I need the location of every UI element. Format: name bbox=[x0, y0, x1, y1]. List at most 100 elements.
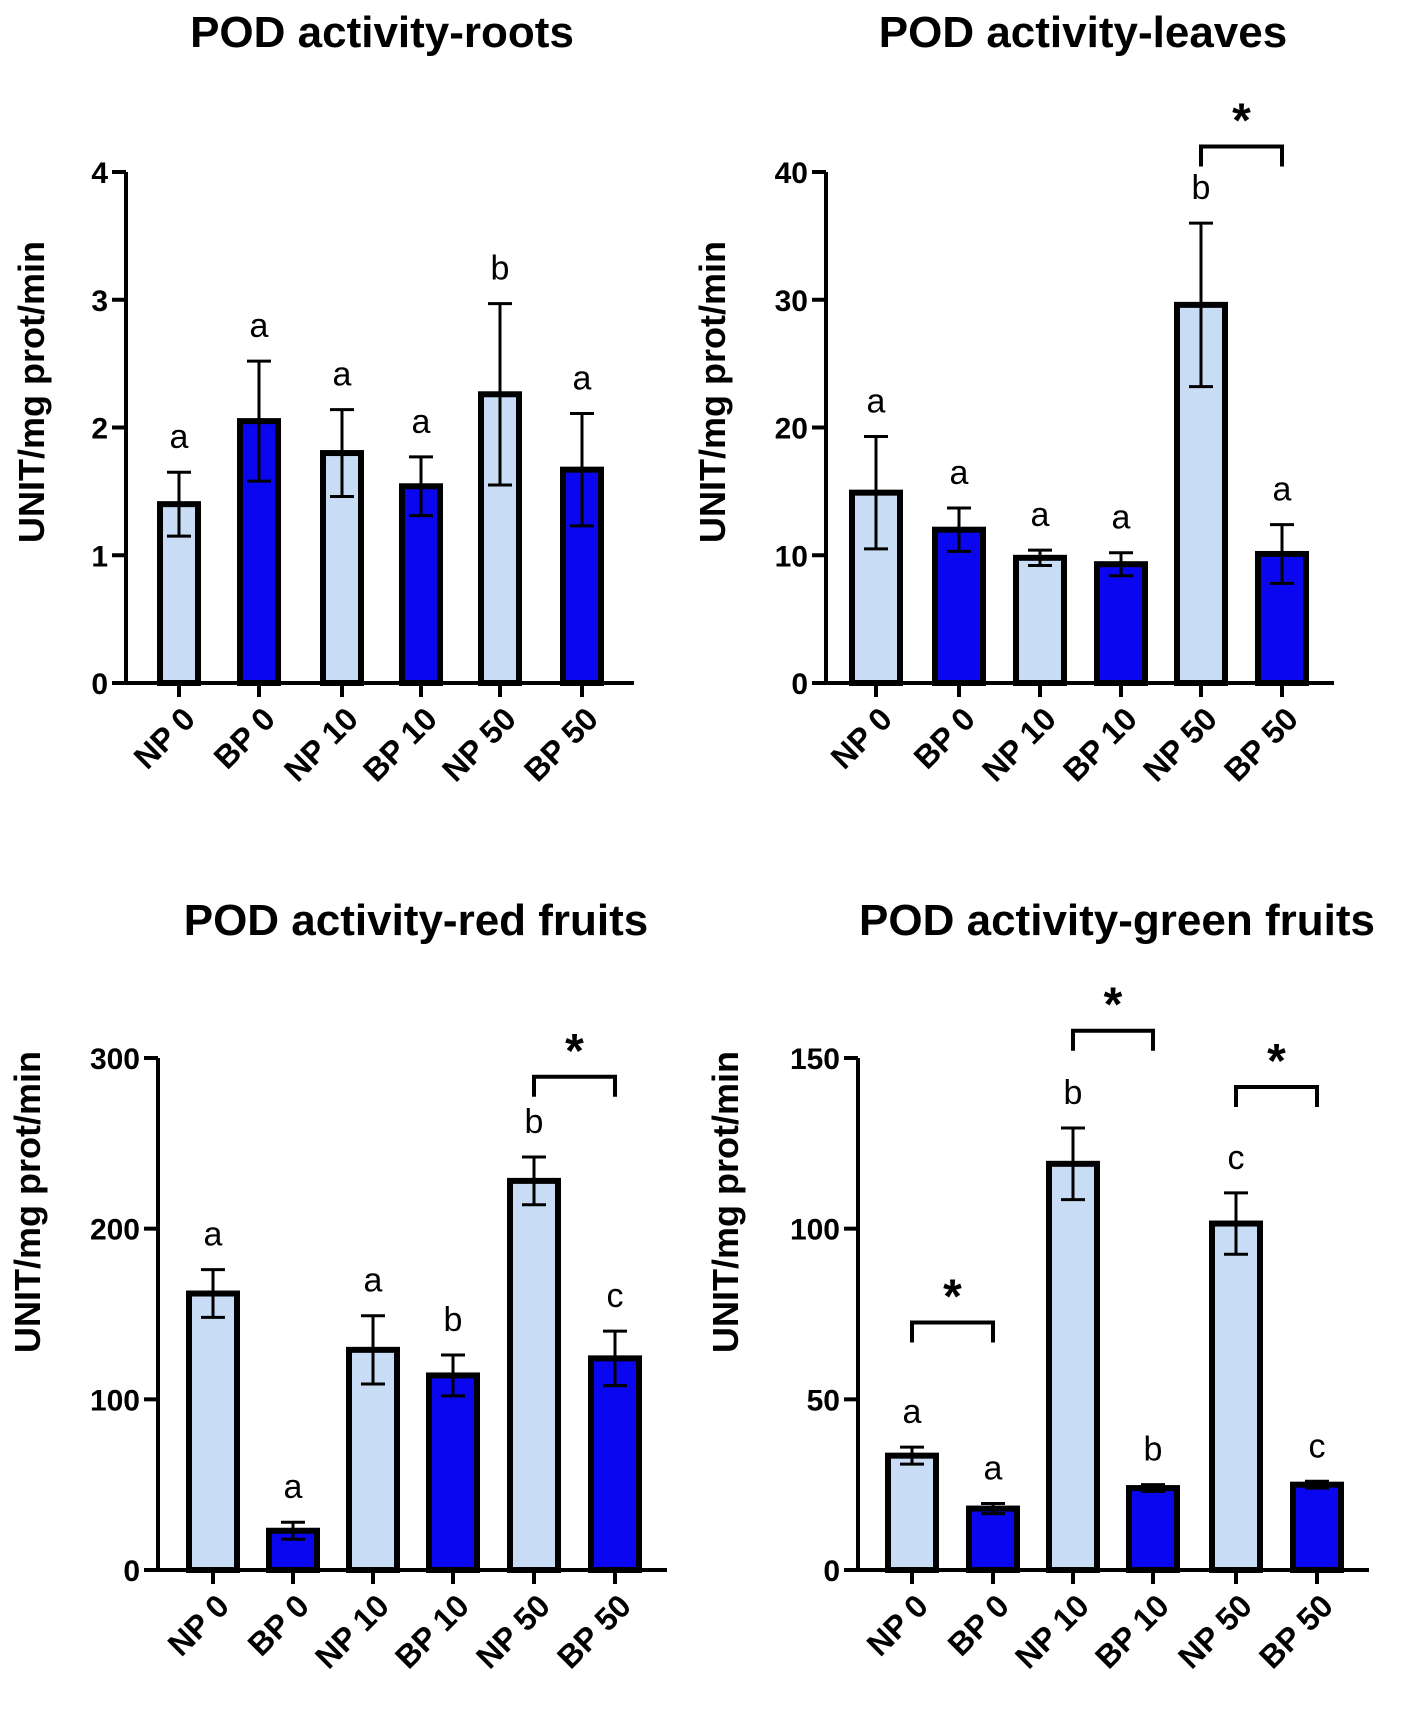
y-tick-label: 1 bbox=[91, 540, 108, 573]
bar bbox=[588, 1355, 642, 1573]
bar bbox=[1209, 1220, 1263, 1573]
x-tick-label: BP 0 bbox=[907, 700, 982, 775]
x-tick-label: BP 10 bbox=[1088, 1587, 1176, 1675]
x-tick-label: NP 10 bbox=[1008, 1587, 1096, 1675]
bar bbox=[426, 1372, 480, 1573]
chart-title: POD activity-roots bbox=[190, 8, 574, 57]
significance-letter: a bbox=[250, 307, 269, 345]
significance-letter: a bbox=[903, 1393, 922, 1431]
y-tick-label: 0 bbox=[91, 668, 108, 701]
x-tick-label: BP 10 bbox=[1056, 700, 1144, 788]
significance-letter: c bbox=[607, 1277, 624, 1315]
x-tick-label: NP 50 bbox=[435, 700, 523, 788]
y-axis-label: UNIT/mg prot/min bbox=[7, 1051, 48, 1353]
x-tick-label: NP 0 bbox=[127, 700, 202, 775]
x-tick-label: BP 10 bbox=[356, 700, 444, 788]
x-tick-label: BP 50 bbox=[1217, 700, 1305, 788]
significance-letter: b bbox=[1064, 1074, 1083, 1112]
significance-letter: b bbox=[525, 1103, 544, 1141]
bar bbox=[1290, 1481, 1344, 1573]
y-tick-label: 40 bbox=[775, 157, 808, 190]
significance-bracket bbox=[1071, 1028, 1155, 1051]
panel-roots: POD activity-roots UNIT/mg prot/min 0 1 2 3… bbox=[11, 8, 634, 788]
y-tick-label: 100 bbox=[790, 1214, 840, 1247]
significance-letter: a bbox=[412, 403, 431, 441]
significance-letter: b bbox=[444, 1301, 463, 1339]
bar bbox=[1013, 554, 1067, 686]
x-tick-label: NP 10 bbox=[308, 1587, 396, 1675]
x-tick-label: NP 10 bbox=[277, 700, 365, 788]
significance-letter: a bbox=[867, 382, 886, 420]
significance-letter: a bbox=[333, 356, 352, 394]
y-axis-label: UNIT/mg prot/min bbox=[705, 1051, 746, 1353]
y-tick-label: 0 bbox=[123, 1555, 140, 1588]
y-tick-label: 150 bbox=[790, 1043, 840, 1076]
y-axis-label: UNIT/mg prot/min bbox=[11, 241, 52, 543]
x-tick-label: NP 0 bbox=[824, 700, 899, 775]
significance-letter: b bbox=[491, 250, 510, 288]
panel-leaves: POD activity-leaves UNIT/mg prot/min 0 10… bbox=[692, 8, 1334, 788]
significance-bracket bbox=[1234, 1085, 1319, 1108]
significance-star: * bbox=[943, 1271, 962, 1324]
x-tick-label: BP 0 bbox=[941, 1587, 1016, 1662]
bar bbox=[885, 1452, 939, 1573]
significance-star: * bbox=[1232, 94, 1251, 147]
bar bbox=[1094, 561, 1148, 687]
x-tick-label: BP 0 bbox=[241, 1587, 316, 1662]
significance-letter: a bbox=[573, 359, 592, 397]
y-tick-label: 2 bbox=[91, 413, 108, 446]
y-tick-label: 30 bbox=[775, 285, 808, 318]
x-tick-label: BP 50 bbox=[517, 700, 605, 788]
y-tick-label: 0 bbox=[823, 1555, 840, 1588]
significance-letter: b bbox=[1144, 1431, 1163, 1469]
y-tick-label: 10 bbox=[775, 540, 808, 573]
panel-red-fruits: POD activity-red fruits UNIT/mg prot/min… bbox=[7, 896, 667, 1675]
significance-bracket bbox=[1199, 144, 1284, 167]
x-tick-label: NP 0 bbox=[860, 1587, 935, 1662]
x-tick-label: BP 0 bbox=[207, 700, 282, 775]
chart-title: POD activity-green fruits bbox=[859, 896, 1375, 945]
x-tick-label: NP 10 bbox=[975, 700, 1063, 788]
y-tick-label: 0 bbox=[791, 668, 808, 701]
panel-green-fruits: POD activity-green fruits UNIT/mg prot/m… bbox=[705, 896, 1375, 1675]
significance-letter: a bbox=[1031, 496, 1050, 534]
significance-star: * bbox=[565, 1025, 584, 1078]
y-tick-label: 200 bbox=[90, 1214, 140, 1247]
y-tick-label: 50 bbox=[807, 1384, 840, 1417]
chart-title: POD activity-leaves bbox=[879, 8, 1287, 57]
significance-star: * bbox=[1267, 1035, 1286, 1088]
x-tick-label: BP 50 bbox=[1252, 1587, 1340, 1675]
significance-bracket bbox=[910, 1320, 995, 1343]
chart-title: POD activity-red fruits bbox=[184, 896, 649, 945]
bar bbox=[399, 483, 443, 687]
significance-letter: a bbox=[1112, 499, 1131, 537]
significance-letter: a bbox=[950, 454, 969, 492]
significance-letter: a bbox=[984, 1449, 1003, 1487]
x-tick-label: NP 50 bbox=[1136, 700, 1224, 788]
significance-letter: a bbox=[170, 418, 189, 456]
x-tick-label: BP 10 bbox=[388, 1587, 476, 1675]
bar bbox=[966, 1505, 1020, 1574]
y-tick-label: 300 bbox=[90, 1043, 140, 1076]
y-tick-label: 3 bbox=[91, 285, 108, 318]
x-tick-label: NP 50 bbox=[469, 1587, 557, 1675]
significance-star: * bbox=[1104, 979, 1123, 1032]
significance-letter: a bbox=[1273, 471, 1292, 509]
bar bbox=[320, 450, 364, 686]
bar bbox=[186, 1290, 240, 1574]
y-tick-label: 20 bbox=[775, 413, 808, 446]
bar bbox=[1046, 1160, 1100, 1574]
bar bbox=[1126, 1485, 1180, 1573]
y-axis-label: UNIT/mg prot/min bbox=[692, 241, 733, 543]
significance-letter: a bbox=[284, 1468, 303, 1506]
significance-letter: c bbox=[1228, 1139, 1245, 1177]
x-tick-label: NP 50 bbox=[1171, 1587, 1259, 1675]
bar bbox=[507, 1177, 561, 1573]
y-tick-label: 100 bbox=[90, 1384, 140, 1417]
significance-letter: c bbox=[1309, 1427, 1326, 1465]
significance-letter: a bbox=[204, 1216, 223, 1254]
x-tick-label: NP 0 bbox=[161, 1587, 236, 1662]
x-tick-label: BP 50 bbox=[550, 1587, 638, 1675]
y-tick-label: 4 bbox=[91, 157, 108, 190]
